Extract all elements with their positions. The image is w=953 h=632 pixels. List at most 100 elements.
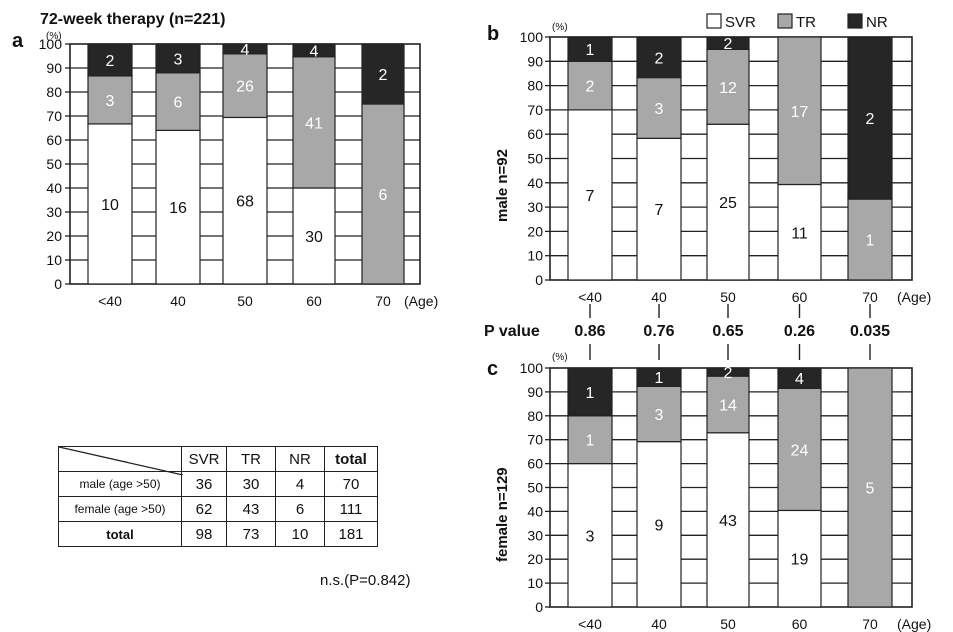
- y-tick-label: 100: [39, 36, 63, 52]
- y-tick-label: 50: [46, 156, 62, 172]
- bar-tr-segment: [636, 76, 682, 139]
- x-tick-label: <40: [578, 616, 602, 632]
- bar-count-label: 1: [586, 42, 595, 59]
- bar-count-label: 24: [791, 442, 809, 459]
- bar-count-label: 6: [174, 95, 183, 112]
- bar-nr-segment: [222, 43, 268, 55]
- y-tick-label: 70: [527, 102, 543, 118]
- x-tick-label: <40: [98, 293, 122, 309]
- row-label-male: male (age >50): [58, 471, 182, 497]
- x-tick-label: 70: [862, 289, 878, 305]
- bar-nr-segment: [361, 43, 405, 105]
- panel-b-ylabel: male n=92: [494, 149, 511, 222]
- bar-svr-segment: [636, 441, 682, 608]
- bar-count-label: 19: [791, 552, 809, 569]
- bar-count-label: 25: [719, 195, 737, 212]
- legend-label-tr: TR: [796, 14, 816, 31]
- table-row: female (age >50) 62 43 6 111: [58, 496, 378, 522]
- legend-label-svr: SVR: [725, 14, 756, 31]
- bar-svr-segment: [706, 432, 750, 608]
- bar-tr-segment: [847, 198, 893, 281]
- y-tick-label: 40: [527, 175, 543, 191]
- bar-tr-segment: [706, 48, 750, 125]
- bar-tr-segment: [706, 375, 750, 434]
- bar-nr-segment: [292, 43, 336, 58]
- bar-count-label: 5: [866, 481, 875, 498]
- bar-svr-segment: [777, 509, 822, 608]
- bar-count-label: 1: [655, 370, 664, 387]
- bar-count-label: 26: [236, 79, 254, 96]
- y-tick-label: 50: [527, 151, 543, 167]
- bar-count-label: 2: [106, 53, 115, 70]
- table-cell: 43: [226, 496, 276, 522]
- bar-count-label: 9: [655, 517, 664, 534]
- table-cell: 111: [324, 496, 378, 522]
- bar-count-label: 17: [791, 104, 809, 121]
- x-tick-label: 40: [651, 289, 667, 305]
- y-tick-label: 80: [527, 78, 543, 94]
- p-value: 0.76: [643, 323, 674, 340]
- x-tick-label: 60: [792, 616, 808, 632]
- p-value: 0.65: [712, 323, 743, 340]
- bar-tr-segment: [777, 36, 822, 186]
- bar-tr-segment: [777, 387, 822, 512]
- bar-count-label: 2: [724, 365, 733, 382]
- bar-nr-segment: [567, 367, 613, 417]
- y-tick-label: 10: [527, 575, 543, 591]
- x-axis-unit: (Age): [897, 616, 931, 632]
- p-value: 0.26: [784, 323, 815, 340]
- bar-count-label: 7: [586, 188, 595, 205]
- p-value-label: P value: [484, 323, 540, 340]
- bar-nr-segment: [706, 367, 750, 377]
- bar-nr-segment: [847, 36, 893, 200]
- x-tick-label: 60: [306, 293, 322, 309]
- bar-count-label: 3: [655, 407, 664, 424]
- y-tick-label: 100: [520, 360, 544, 376]
- x-tick-label: 40: [651, 616, 667, 632]
- bar-tr-segment: [361, 103, 405, 285]
- x-axis-unit: (Age): [404, 293, 438, 309]
- bar-nr-segment: [567, 36, 613, 62]
- panel-a-letter: a: [12, 30, 24, 52]
- x-tick-label: 70: [862, 616, 878, 632]
- bar-count-label: 2: [655, 50, 664, 67]
- bar-count-label: 4: [795, 371, 804, 388]
- y-tick-label: 20: [527, 551, 543, 567]
- bar-svr-segment: [567, 463, 613, 608]
- y-tick-label: 60: [527, 456, 543, 472]
- table-cell: 181: [324, 521, 378, 547]
- x-tick-label: 60: [792, 289, 808, 305]
- panel-c-letter: c: [487, 358, 498, 380]
- y-tick-label: 20: [46, 228, 62, 244]
- y-tick-label: 0: [535, 272, 543, 288]
- bar-count-label: 1: [586, 385, 595, 402]
- panel-b-letter: b: [487, 23, 499, 45]
- legend-label-nr: NR: [866, 14, 888, 31]
- y-tick-label: 10: [527, 248, 543, 264]
- bar-count-label: 30: [305, 229, 323, 246]
- col-header-svr: SVR: [181, 446, 227, 472]
- y-tick-label: 70: [527, 432, 543, 448]
- col-header-nr: NR: [275, 446, 325, 472]
- p-value: 0.86: [574, 323, 605, 340]
- bar-svr-segment: [706, 123, 750, 281]
- y-tick-label: 100: [520, 29, 544, 45]
- bar-count-label: 16: [169, 200, 187, 217]
- y-tick-label: 30: [527, 527, 543, 543]
- table-header-row: SVR TR NR total: [58, 446, 378, 475]
- legend-swatch-nr: [847, 13, 863, 29]
- y-tick-label: 10: [46, 252, 62, 268]
- bar-count-label: 3: [586, 528, 595, 545]
- bar-nr-segment: [87, 43, 133, 77]
- bar-tr-segment: [292, 56, 336, 189]
- y-tick-label: 70: [46, 108, 62, 124]
- panel-b-chart: 0 10 20 30 40 50 60 70 80 90 100 (%) (Age) 7 2 1 <40 7 3 2 4…: [520, 22, 932, 305]
- x-tick-label: 70: [375, 293, 391, 309]
- legend-swatch-svr: [706, 13, 722, 29]
- bar-count-label: 2: [586, 79, 595, 96]
- percent-unit: (%): [46, 31, 62, 42]
- table-cell: 6: [275, 496, 325, 522]
- y-tick-label: 80: [46, 84, 62, 100]
- bar-count-label: 4: [310, 43, 319, 60]
- y-tick-label: 0: [535, 599, 543, 615]
